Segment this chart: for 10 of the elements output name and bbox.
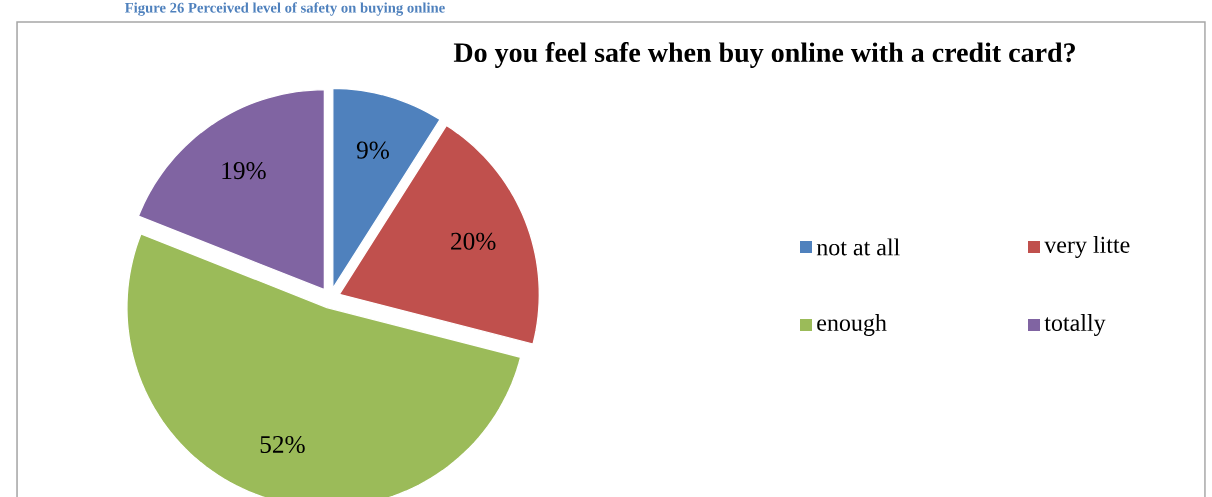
legend-label: totally [1044,314,1106,336]
data-label: 19% [222,162,266,180]
chart-title: Do you feel safe when buy online with a credit card? [453,42,1075,68]
data-label: 52% [260,435,305,454]
caption: Figure 26 Perceived level of safety on buying online [124,2,445,16]
data-label: 20% [451,232,496,250]
legend-label: not at all [816,238,900,256]
data-label: 9% [356,141,389,159]
legend-label: enough [817,314,887,336]
legend-label: very litte [1044,236,1130,258]
